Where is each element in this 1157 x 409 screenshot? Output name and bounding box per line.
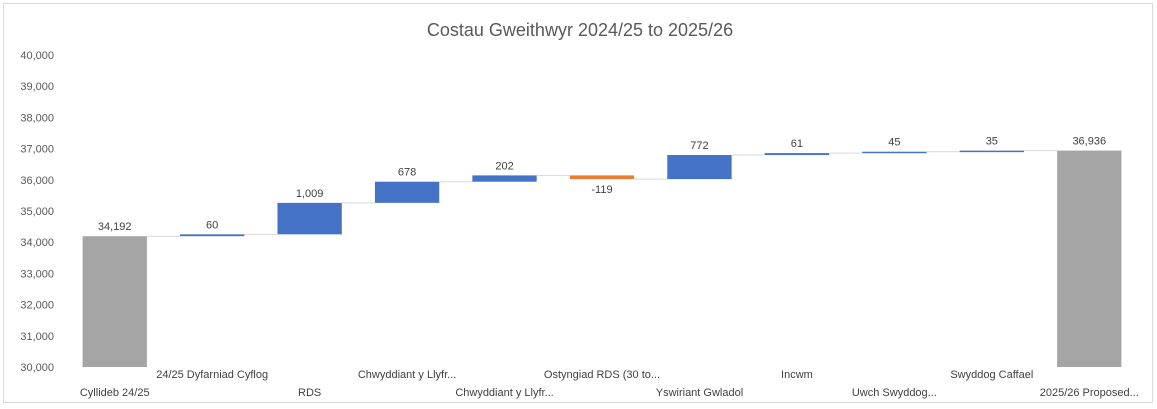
data-label: 678 bbox=[398, 167, 416, 179]
data-label: 1,009 bbox=[296, 188, 324, 200]
waterfall-bar bbox=[472, 175, 537, 182]
category-label: Swyddog Caffael bbox=[950, 369, 1033, 381]
category-label: Chwyddiant y Llyfr... bbox=[455, 387, 553, 399]
data-label: 45 bbox=[888, 137, 900, 149]
data-label: 34,192 bbox=[98, 221, 132, 233]
chart-frame: Costau Gweithwyr 2024/25 to 2025/26 30,0… bbox=[3, 3, 1153, 403]
y-tick-label: 35,000 bbox=[20, 206, 54, 218]
y-tick-label: 34,000 bbox=[20, 237, 54, 249]
bars bbox=[82, 150, 1122, 367]
y-tick-label: 33,000 bbox=[20, 268, 54, 280]
category-label: Yswiriant Gwladol bbox=[656, 387, 743, 399]
category-label: 24/25 Dyfarniad Cyflog bbox=[156, 369, 268, 381]
data-label: 772 bbox=[690, 140, 708, 152]
data-label: 60 bbox=[206, 219, 218, 231]
data-labels: 34,192 60 1,009 678 202 -119 772 61 45 35 36,936 bbox=[98, 136, 1106, 234]
y-tick-label: 30,000 bbox=[20, 362, 54, 374]
waterfall-bar bbox=[1057, 150, 1122, 367]
category-label: RDS bbox=[298, 387, 321, 399]
waterfall-bar bbox=[667, 155, 732, 180]
data-label: 35 bbox=[986, 136, 998, 148]
y-tick-label: 31,000 bbox=[20, 331, 54, 343]
y-tick-label: 40,000 bbox=[20, 50, 54, 62]
y-tick-label: 32,000 bbox=[20, 300, 54, 312]
waterfall-bar bbox=[862, 151, 927, 154]
y-tick-label: 37,000 bbox=[20, 144, 54, 156]
chart-title: Costau Gweithwyr 2024/25 to 2025/26 bbox=[427, 20, 733, 40]
connector-lines bbox=[146, 150, 1058, 237]
waterfall-bar bbox=[959, 150, 1024, 153]
category-labels: Cyllideb 24/25 24/25 Dyfarniad Cyflog RDS C… bbox=[80, 369, 1139, 399]
category-label: Uwch Swyddog... bbox=[852, 387, 937, 399]
y-tick-label: 39,000 bbox=[20, 81, 54, 93]
category-label: Cyllideb 24/25 bbox=[80, 387, 150, 399]
data-label: 202 bbox=[495, 160, 513, 172]
data-label: -119 bbox=[591, 184, 612, 196]
data-label: 36,936 bbox=[1072, 136, 1106, 148]
waterfall-bar bbox=[180, 234, 245, 237]
waterfall-chart: Costau Gweithwyr 2024/25 to 2025/26 30,0… bbox=[20, 20, 1139, 399]
waterfall-bar bbox=[82, 236, 147, 367]
waterfall-bar bbox=[764, 153, 830, 156]
waterfall-bar bbox=[374, 181, 440, 203]
category-label: Chwyddiant y Llyfr... bbox=[358, 369, 456, 381]
category-label: Ostyngiad RDS (30 to... bbox=[544, 369, 660, 381]
waterfall-bar bbox=[277, 202, 342, 235]
data-label: 61 bbox=[791, 138, 803, 150]
y-axis: 30,000 31,000 32,000 33,000 34,000 35,000 36,0… bbox=[20, 50, 54, 374]
waterfall-bar bbox=[569, 175, 635, 180]
category-label: Incwm bbox=[781, 369, 813, 381]
category-label: 2025/26 Proposed... bbox=[1040, 387, 1139, 399]
y-tick-label: 38,000 bbox=[20, 112, 54, 124]
y-tick-label: 36,000 bbox=[20, 175, 54, 187]
